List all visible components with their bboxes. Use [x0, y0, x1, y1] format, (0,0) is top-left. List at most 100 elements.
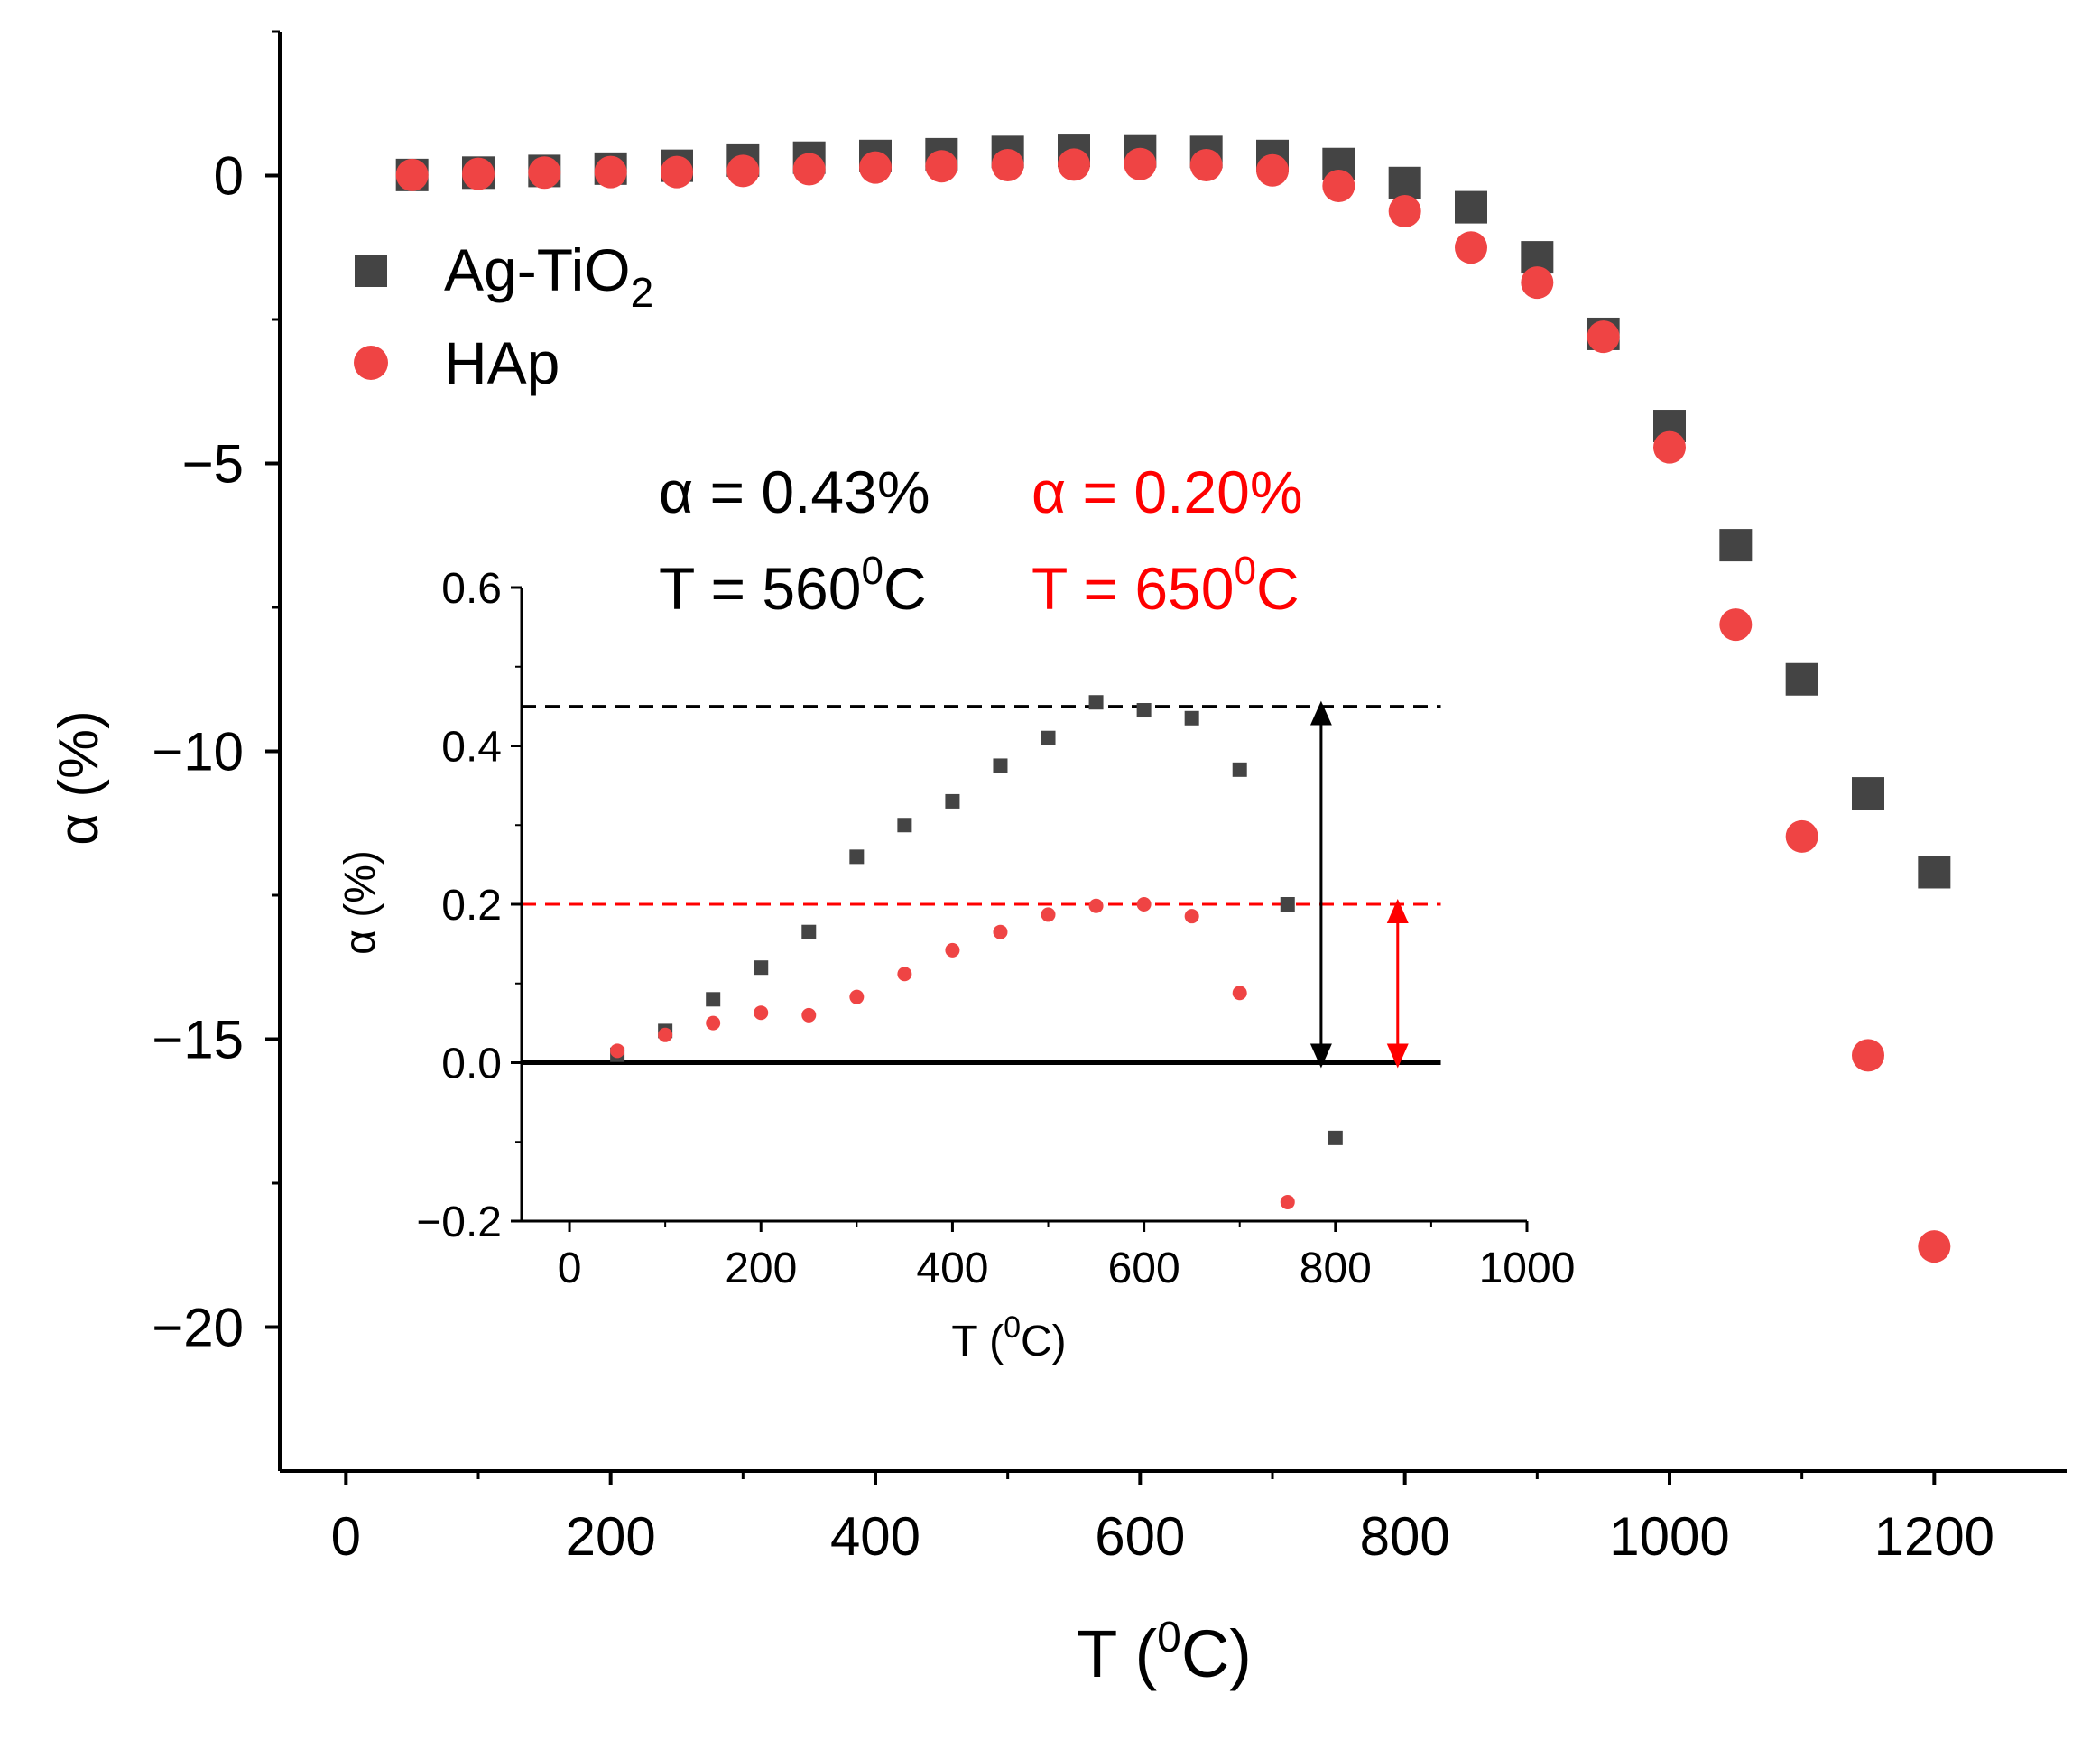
main-y-tick-label: −20	[152, 1298, 244, 1358]
inset-data-point-square	[1041, 730, 1056, 745]
main-y-tick-label: 0	[214, 146, 244, 207]
inset-plot: 0 200 400 600 800 1000 −0.2 0.0 0.2 0.4 0.6 T (0C)…	[337, 565, 1575, 1365]
data-point-circle	[991, 149, 1024, 182]
inset-data-point-circle	[945, 942, 960, 958]
inset-data-point-square	[801, 924, 817, 939]
data-point-circle	[1256, 153, 1289, 187]
inset-x-tick-label: 1000	[1479, 1245, 1576, 1292]
data-point-circle	[661, 155, 693, 189]
inset-y-tick-label: 0.2	[441, 882, 502, 930]
inset-arrows	[1309, 700, 1409, 1069]
main-x-tick-label: 1000	[1609, 1506, 1729, 1567]
inset-data-point-circle	[801, 1007, 817, 1023]
inset-y-tick-label: 0.4	[441, 724, 502, 772]
data-point-circle	[726, 154, 760, 188]
data-point-circle	[1189, 149, 1223, 182]
inset-x-tick-label: 800	[1300, 1245, 1372, 1292]
data-point-circle	[792, 153, 826, 186]
data-point-square	[1388, 166, 1421, 199]
data-point-circle	[1058, 148, 1090, 181]
inset-data-point-circle	[610, 1043, 625, 1059]
data-point-circle	[528, 156, 561, 190]
main-y-tick-label: −10	[152, 722, 244, 782]
inset-x-axis-title: T (0C)	[951, 1310, 1066, 1365]
inset-data-point-square	[754, 960, 769, 976]
inset-y-tick-label: 0.6	[441, 565, 502, 613]
main-x-tick-label: 200	[566, 1506, 656, 1567]
inset-data-point-circle	[1232, 986, 1247, 1001]
data-point-square	[1455, 190, 1487, 224]
data-point-circle	[1124, 147, 1157, 180]
legend-marker-hap	[354, 346, 388, 380]
data-point-circle	[1322, 169, 1355, 202]
inset-x-tick-label: 400	[916, 1245, 988, 1292]
main-series	[395, 134, 1951, 1263]
data-point-circle	[1455, 231, 1487, 264]
data-point-circle	[1587, 320, 1620, 354]
main-x-tick-label: 800	[1360, 1506, 1450, 1567]
data-point-circle	[395, 158, 429, 191]
main-ticks: 0 200 400 600 800 1000 1200 0 −5 −10 −15 −20	[152, 30, 1994, 1567]
inset-data-point-square	[1280, 897, 1295, 912]
data-point-circle	[1653, 430, 1686, 464]
main-x-axis-title: T (0C)	[1077, 1614, 1252, 1691]
inset-data-point-square	[1184, 710, 1199, 726]
inset-y-tick-label: −0.2	[416, 1199, 502, 1246]
inset-data-point-square	[1136, 703, 1152, 718]
inset-data-point-square	[1232, 762, 1247, 777]
data-point-circle	[859, 151, 892, 184]
inset-y-axis-title: α (%)	[337, 850, 384, 955]
inset-data-point-circle	[1280, 1194, 1295, 1209]
main-x-tick-label: 600	[1095, 1506, 1185, 1567]
series-hap	[395, 147, 1951, 1263]
data-point-circle	[1918, 1230, 1951, 1263]
data-point-circle	[1388, 195, 1421, 228]
annotation-block: α = 0.43% α = 0.20% T = 5600C T = 6500C	[659, 458, 1303, 622]
inset-data-point-circle	[1041, 907, 1056, 922]
inset-data-point-square	[849, 849, 865, 865]
inset-data-point-circle	[897, 967, 912, 982]
annotation-red-temp: T = 6500C	[1031, 549, 1300, 622]
legend-marker-ag-tio2	[355, 255, 387, 287]
data-point-circle	[1521, 266, 1554, 300]
annotation-black-alpha: α = 0.43%	[659, 458, 930, 525]
inset-reference-lines	[522, 705, 1441, 1065]
inset-y-tick-label: 0.0	[441, 1041, 502, 1088]
main-y-tick-label: −15	[152, 1010, 244, 1070]
main-y-axis-title: α (%)	[48, 710, 110, 846]
legend: Ag-TiO2 HAp	[354, 236, 653, 396]
annotation-red-alpha: α = 0.20%	[1031, 458, 1303, 525]
data-point-circle	[462, 157, 495, 190]
inset-ticks: 0 200 400 600 800 1000 −0.2 0.0 0.2 0.4 0.6	[416, 565, 1575, 1292]
inset-data-point-square	[1328, 1130, 1343, 1145]
data-point-square	[1719, 529, 1753, 562]
inset-data-point-circle	[1136, 897, 1152, 912]
data-point-square	[1918, 856, 1951, 889]
inset-data-point-circle	[1088, 898, 1104, 913]
inset-data-point-square	[897, 818, 912, 833]
inset-data-point-square	[1088, 695, 1104, 710]
data-point-circle	[1719, 608, 1753, 642]
main-plot: 0 200 400 600 800 1000 1200 0 −5 −10 −15 −20 T (0C)…	[48, 30, 2067, 1691]
inset-series-ag-tio2	[610, 695, 1343, 1145]
data-point-circle	[925, 150, 958, 183]
inset-data-point-square	[706, 992, 721, 1007]
main-x-tick-label: 1200	[1874, 1506, 1994, 1567]
inset-x-tick-label: 200	[725, 1245, 797, 1292]
data-point-circle	[594, 155, 627, 189]
inset-series	[610, 695, 1343, 1209]
data-point-square	[1852, 777, 1884, 810]
inset-data-point-circle	[993, 924, 1008, 939]
annotation-black-temp: T = 5600C	[659, 549, 927, 622]
data-point-square	[1785, 662, 1818, 696]
legend-label-ag-tio2: Ag-TiO2	[444, 236, 653, 316]
inset-series-hap	[610, 897, 1295, 1209]
data-point-circle	[1785, 819, 1818, 853]
inset-data-point-circle	[658, 1027, 673, 1042]
inset-data-point-square	[993, 758, 1008, 773]
legend-label-hap: HAp	[444, 329, 560, 396]
main-x-tick-label: 400	[830, 1506, 920, 1567]
inset-data-point-square	[945, 793, 960, 809]
inset-x-tick-label: 0	[558, 1245, 582, 1292]
